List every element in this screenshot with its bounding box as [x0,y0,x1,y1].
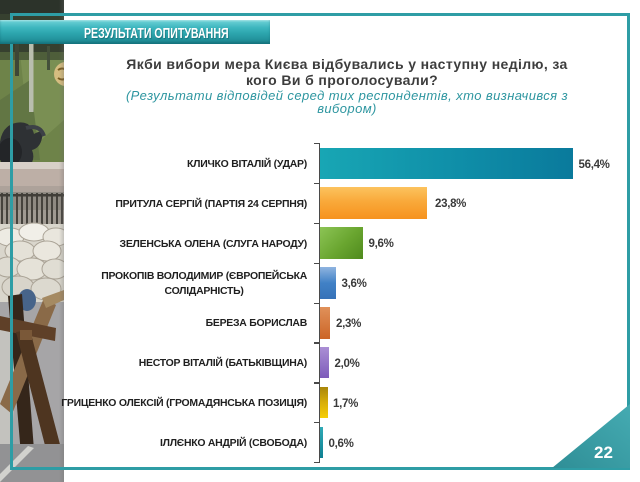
svg-text:22: 22 [594,443,613,462]
